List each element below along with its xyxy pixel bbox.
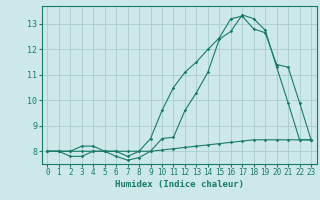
X-axis label: Humidex (Indice chaleur): Humidex (Indice chaleur) bbox=[115, 180, 244, 189]
